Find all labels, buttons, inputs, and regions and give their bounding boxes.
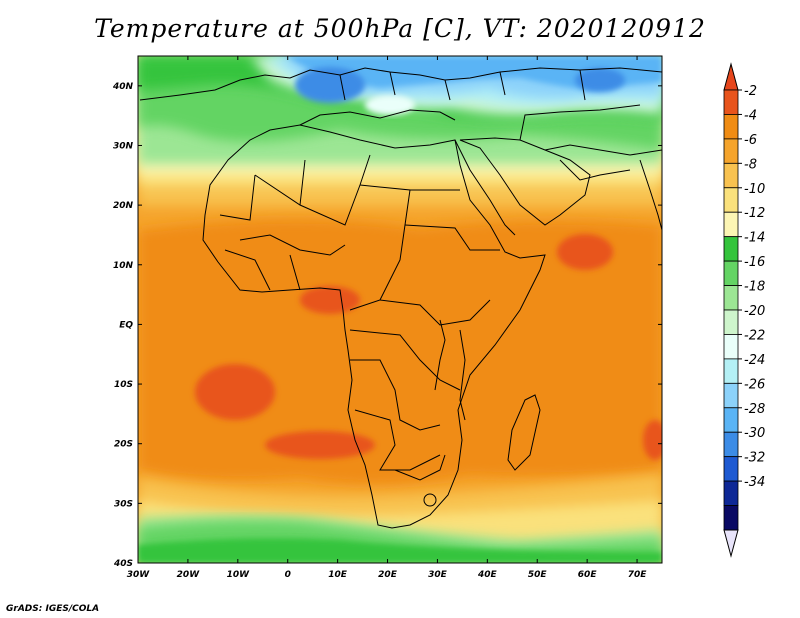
colorbar-swatch <box>723 236 739 262</box>
colorbar-swatch <box>723 285 739 311</box>
colorbar-swatch <box>723 260 739 286</box>
x-tick-label: 60E <box>578 570 598 580</box>
colorbar-label: -24 <box>744 353 765 368</box>
colorbar-label: -20 <box>744 304 765 319</box>
colorbar-label: -18 <box>744 280 765 295</box>
colorbar-swatch <box>723 211 739 238</box>
colorbar-label: -14 <box>744 231 765 246</box>
x-axis: 30W 20W 10W 0 10E 20E 30E 40E 50E 60E 70E <box>127 56 647 580</box>
colorbar-swatch <box>723 187 739 213</box>
colorbar-label: -10 <box>744 182 765 197</box>
colorbar-swatch <box>723 358 739 384</box>
y-tick-label: 30S <box>114 499 133 509</box>
colorbar-swatch <box>723 89 739 115</box>
colorbar-swatch <box>723 382 739 409</box>
colorbar-label: -12 <box>744 206 765 221</box>
colorbar-swatch <box>723 114 739 140</box>
map-title: Temperature at 500hPa [C], VT: 202012091… <box>94 14 706 43</box>
colorbar-swatch <box>723 456 739 482</box>
x-tick-label: 20E <box>378 570 398 580</box>
colorbar-swatch <box>723 162 739 189</box>
x-tick-label: 10E <box>328 570 348 580</box>
colorbar-label: -30 <box>744 426 765 441</box>
colorbar-label: -6 <box>744 133 757 148</box>
y-tick-label: 10N <box>113 261 134 271</box>
colorbar-swatch <box>723 480 739 506</box>
map-frame <box>137 55 663 564</box>
colorbar-label: -22 <box>744 328 765 343</box>
coastlines <box>139 67 662 529</box>
x-tick-label: 30E <box>428 570 448 580</box>
y-axis: 40N 30N 20N 10N EQ 10S 20S 30S 40S <box>112 82 662 569</box>
colorbar-swatch <box>723 334 739 360</box>
x-tick-label: 20W <box>177 570 201 580</box>
colorbar-swatch <box>723 309 739 335</box>
colorbar-label: -16 <box>744 255 765 270</box>
credit-label: GrADS: IGES/COLA <box>6 604 100 614</box>
colorbar-label: -2 <box>744 84 757 99</box>
colorbar: -2 -4 -6 -8 -10 -12 -14 -16 -18 -20 -22 -24 -26 -28 -3… <box>723 62 765 558</box>
colorbar-swatch <box>723 138 739 164</box>
colorbar-bottom-arrow <box>723 529 739 558</box>
y-tick-label: 20S <box>114 440 133 450</box>
x-tick-label: 30W <box>127 570 151 580</box>
colorbar-swatch <box>723 505 739 531</box>
colorbar-label: -8 <box>744 157 757 172</box>
x-tick-label: 0 <box>285 570 291 580</box>
y-tick-label: 10S <box>114 380 133 390</box>
y-tick-label: 30N <box>113 141 134 151</box>
colorbar-swatch <box>723 431 739 458</box>
colorbar-swatch <box>723 407 739 433</box>
y-tick-label: 20N <box>113 201 134 211</box>
x-tick-label: 10W <box>227 570 251 580</box>
colorbar-label: -32 <box>744 451 765 466</box>
colorbar-label: -26 <box>744 377 765 392</box>
colorbar-label: -34 <box>744 475 765 490</box>
colorbar-label: -28 <box>744 402 765 417</box>
temperature-field <box>138 56 662 563</box>
x-tick-label: 40E <box>477 570 498 580</box>
y-tick-label: 40N <box>112 82 134 92</box>
y-tick-label: EQ <box>119 320 133 330</box>
colorbar-top-arrow <box>723 62 739 91</box>
x-tick-label: 70E <box>628 570 648 580</box>
y-tick-label: 40S <box>113 559 133 569</box>
colorbar-label: -4 <box>744 108 757 123</box>
x-tick-label: 50E <box>528 570 548 580</box>
